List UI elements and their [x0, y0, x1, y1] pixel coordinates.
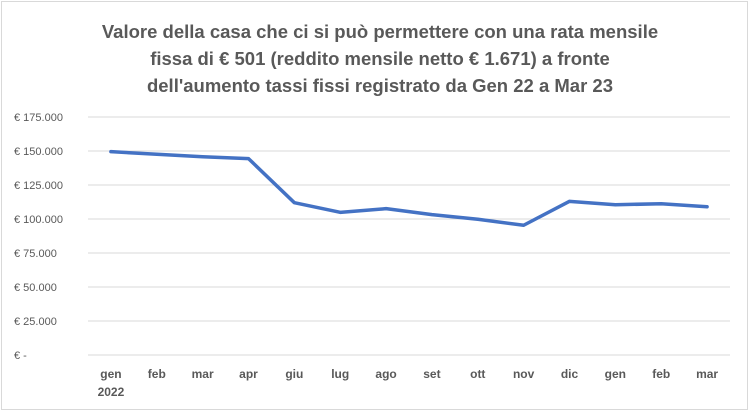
x-tick-label: feb: [148, 367, 166, 381]
data-point: [384, 207, 388, 211]
series-line: [109, 149, 709, 228]
x-tick-label: apr: [239, 367, 258, 381]
y-tick-label: € 100.000: [14, 214, 63, 226]
x-tick-label: mar: [696, 367, 718, 381]
data-point: [568, 199, 571, 203]
y-tick-label: € 25.000: [14, 316, 57, 328]
title-line-3: dell'aumento tassi fissi registrato da G…: [146, 75, 614, 96]
y-tick-label: € 75.000: [14, 248, 57, 260]
x-tick-label: ott: [470, 367, 485, 381]
x-tick-label: giu: [285, 367, 303, 381]
x-tick-label: set: [423, 367, 440, 381]
y-tick-label: € 50.000: [14, 282, 57, 294]
y-tick-label: € 125.000: [14, 180, 63, 192]
data-point: [613, 203, 617, 207]
data-point: [155, 152, 159, 156]
data-point: [109, 150, 113, 154]
x-tick-label: lug: [331, 367, 349, 381]
x-tick-label: dic: [561, 367, 579, 381]
title-line-2: fissa di € 501 (reddito mensile netto € …: [150, 48, 610, 69]
x-year-label: 2022: [98, 385, 125, 399]
y-tick-label: € 150.000: [14, 146, 63, 158]
x-tick-label: mar: [192, 367, 214, 381]
x-tick-label: nov: [513, 367, 535, 381]
x-tick-label: gen: [100, 367, 121, 381]
y-tick-label: € -: [14, 350, 27, 362]
title-line-1: Valore della casa che ci si può permette…: [101, 21, 659, 42]
x-tick-label: feb: [652, 367, 670, 381]
x-tick-label: gen: [605, 367, 626, 381]
chart-title: Valore della casa che ci si può permette…: [60, 18, 700, 99]
x-tick-label: ago: [375, 367, 396, 381]
data-point: [522, 223, 526, 227]
data-point: [338, 210, 342, 214]
data-point: [247, 157, 250, 161]
data-point: [476, 217, 480, 221]
data-point: [292, 201, 296, 205]
data-point: [705, 205, 709, 209]
data-point: [430, 213, 434, 217]
data-point: [201, 155, 205, 159]
data-point: [659, 202, 663, 206]
y-tick-label: € 175.000: [14, 112, 63, 124]
